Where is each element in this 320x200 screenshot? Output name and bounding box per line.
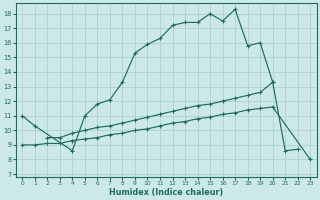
X-axis label: Humidex (Indice chaleur): Humidex (Indice chaleur) (109, 188, 223, 197)
